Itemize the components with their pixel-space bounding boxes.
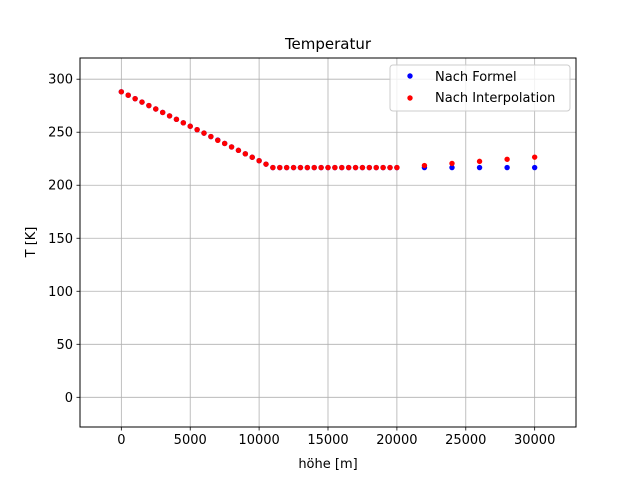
point-nach-interpolation [235,147,242,154]
y-tick-label: 200 [48,179,73,194]
x-tick-label: 5000 [174,433,207,448]
legend-label-nach-formel: Nach Formel [435,70,517,85]
point-nach-interpolation [228,144,235,150]
point-nach-interpolation [132,95,138,102]
point-nach-interpolation [180,120,187,126]
legend-box [389,64,571,112]
point-nach-interpolation [476,158,483,165]
point-nach-interpolation [352,164,359,171]
x-tick-label: 30000 [514,433,555,448]
x-axis-ticks: 0 5000 10000 15000 20000 25000 30000 [117,427,555,448]
point-nach-interpolation [249,154,255,160]
point-nach-interpolation [146,102,152,109]
x-tick-label: 20000 [376,433,417,448]
point-nach-interpolation [325,164,331,171]
point-nach-interpolation [449,160,455,167]
point-nach-interpolation [366,164,373,171]
point-nach-interpolation [277,164,283,171]
y-axis-ticks: 0 50 100 150 200 250 300 [48,73,80,406]
x-tick-label: 0 [117,433,125,448]
point-nach-interpolation [531,154,538,160]
point-nach-interpolation [166,113,173,119]
point-nach-interpolation [504,156,510,162]
point-nach-interpolation [242,151,249,157]
y-tick-label: 0 [65,391,73,406]
point-nach-interpolation [318,164,324,171]
x-tick-label: 15000 [307,433,348,448]
y-tick-label: 300 [48,73,73,88]
point-nach-interpolation [215,137,221,143]
point-nach-interpolation [380,164,386,171]
y-axis-label: T [K] [24,227,39,259]
point-nach-interpolation [187,123,193,129]
point-nach-interpolation [373,164,379,171]
point-nach-interpolation [332,164,338,171]
point-nach-interpolation [208,133,214,140]
legend-marker-nach-interpolation [407,95,413,101]
point-nach-formel [504,164,510,171]
grid [80,58,576,427]
x-axis-label: höhe [m] [298,457,357,472]
legend-marker-nach-formel [407,73,413,79]
legend: Nach Formel Nach Interpolation [389,64,571,112]
legend-label-nach-interpolation: Nach Interpolation [435,91,555,106]
data-points [118,89,538,171]
point-nach-formel [476,164,483,171]
point-nach-interpolation [118,89,125,95]
point-nach-interpolation [159,109,166,116]
point-nach-interpolation [394,164,400,171]
x-tick-label: 25000 [445,433,486,448]
point-nach-interpolation [201,130,207,136]
point-nach-interpolation [221,140,228,147]
point-nach-interpolation [194,126,200,133]
point-nach-interpolation [345,164,352,171]
point-nach-interpolation [256,157,262,164]
point-nach-interpolation [173,116,180,123]
point-nach-interpolation [270,164,276,171]
point-nach-interpolation [311,164,317,171]
point-nach-formel [531,164,538,171]
point-nach-interpolation [387,164,393,171]
x-tick-label: 10000 [238,433,279,448]
point-nach-formel [449,164,455,171]
point-nach-interpolation [297,164,304,171]
chart-title: Temperatur [284,35,372,53]
point-nach-interpolation [125,92,131,98]
point-nach-interpolation [263,161,269,167]
y-tick-label: 50 [56,338,73,353]
point-nach-interpolation [304,164,311,171]
point-nach-interpolation [421,162,428,169]
point-nach-interpolation [359,164,366,171]
point-nach-interpolation [283,164,290,171]
point-nach-interpolation [290,164,297,171]
point-nach-interpolation [339,164,345,171]
point-nach-interpolation [139,99,145,105]
y-tick-label: 150 [48,232,73,247]
y-tick-label: 100 [48,285,73,300]
y-tick-label: 250 [48,126,73,141]
point-nach-interpolation [153,106,159,112]
